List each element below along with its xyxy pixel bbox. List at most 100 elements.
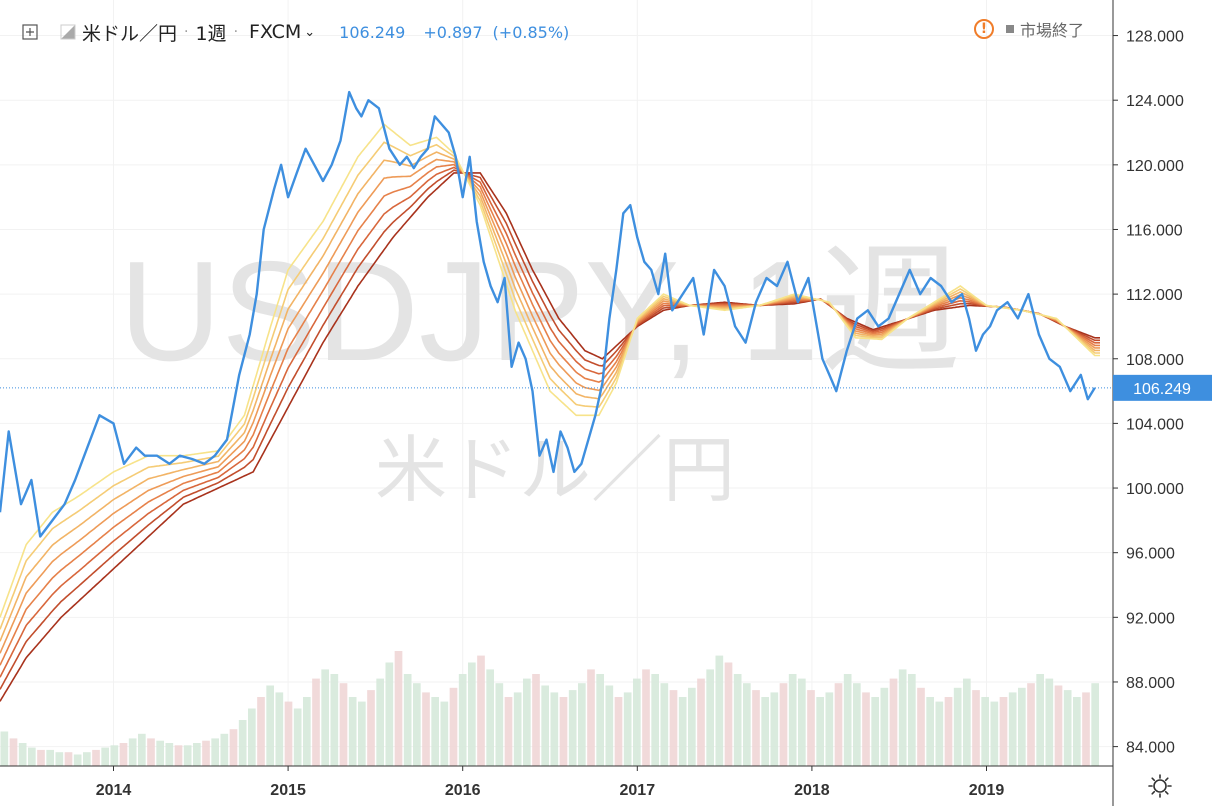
volume-bar — [238, 720, 247, 766]
volume-bar — [834, 683, 843, 766]
chevron-down-icon[interactable]: ⌄ — [304, 24, 316, 40]
volume-bar — [92, 749, 100, 766]
volume-bar — [1008, 692, 1017, 766]
volume-bars — [0, 651, 1099, 766]
volume-bar — [853, 683, 861, 766]
volume-bar — [312, 678, 320, 766]
volume-bar — [513, 692, 522, 766]
volume-bar — [972, 690, 980, 766]
volume-bar — [843, 674, 852, 766]
volume-bar — [816, 697, 824, 766]
volume-bar — [926, 697, 934, 766]
volume-bar — [183, 745, 192, 766]
volume-bar — [220, 733, 229, 766]
volume-bar — [724, 662, 733, 766]
volume-bar — [376, 678, 384, 766]
volume-bar — [28, 747, 36, 766]
volume-bar — [715, 655, 724, 766]
volume-bar — [1091, 683, 1099, 766]
x-tick-label: 2019 — [969, 782, 1005, 799]
grid-lines — [0, 0, 1113, 766]
volume-bar — [935, 701, 944, 766]
volume-bar — [321, 669, 329, 766]
volume-bar — [394, 651, 403, 766]
volume-bar — [990, 701, 999, 766]
status-square-icon — [1006, 25, 1014, 33]
volume-bar — [367, 690, 375, 766]
volume-bar — [1036, 674, 1044, 766]
volume-bar — [486, 669, 494, 766]
y-tick-label: 124.000 — [1126, 93, 1184, 110]
volume-bar — [1063, 690, 1072, 766]
volume-bar — [605, 685, 614, 766]
volume-bar — [642, 669, 650, 766]
volume-bar — [963, 678, 971, 766]
x-tick-label: 2017 — [620, 782, 656, 799]
price-series-line — [0, 90, 1096, 538]
volume-bar — [18, 743, 27, 766]
svg-text:106.249: 106.249 — [1133, 381, 1191, 398]
ma-ribbon — [0, 123, 1100, 702]
volume-bar — [275, 692, 284, 766]
volume-bar — [541, 685, 549, 766]
volume-bar — [779, 683, 788, 766]
volume-bar — [660, 683, 669, 766]
y-tick-label: 108.000 — [1126, 352, 1184, 369]
volume-bar — [807, 690, 815, 766]
y-tick-label: 88.000 — [1126, 675, 1175, 692]
price-change: +0.897 — [423, 22, 483, 42]
volume-bar — [477, 655, 485, 766]
volume-bar — [587, 669, 595, 766]
volume-bar — [0, 731, 9, 766]
volume-bar — [825, 692, 834, 766]
time-axis[interactable]: 2014 2015 2016 2017 2018 2019 — [96, 766, 1005, 799]
volume-bar — [211, 738, 219, 766]
volume-bar — [229, 729, 238, 766]
volume-bar — [706, 669, 714, 766]
volume-bar — [440, 701, 449, 766]
exchange-selector[interactable]: FXCM — [249, 21, 302, 43]
volume-bar — [128, 738, 137, 766]
volume-bar — [1045, 678, 1054, 766]
interval-label[interactable]: 1週 — [195, 22, 227, 45]
volume-bar — [953, 687, 962, 766]
volume-bar — [147, 738, 155, 766]
volume-bar — [550, 692, 559, 766]
market-status[interactable]: ! 市場終了 — [974, 16, 1084, 42]
settings-gear-icon[interactable] — [1147, 773, 1173, 799]
volume-bar — [9, 738, 18, 766]
warning-icon[interactable]: ! — [974, 19, 994, 39]
volume-bar — [284, 701, 293, 766]
volume-bar — [1018, 687, 1026, 766]
last-price-label: 106.249 — [1113, 374, 1212, 401]
volume-bar — [64, 752, 73, 766]
volume-bar — [202, 740, 210, 766]
volume-bar — [266, 685, 274, 766]
volume-bar — [449, 687, 458, 766]
volume-bar — [293, 708, 302, 766]
y-tick-label: 112.000 — [1126, 287, 1183, 304]
volume-bar — [156, 740, 164, 766]
volume-bar — [330, 674, 339, 766]
volume-bar — [944, 697, 953, 766]
price-axis[interactable]: 84.000 88.000 92.000 96.000 100.000 104.000 10… — [1113, 29, 1184, 757]
volume-bar — [174, 745, 183, 766]
volume-bar — [999, 697, 1008, 766]
volume-bar — [761, 697, 769, 766]
volume-bar — [981, 697, 989, 766]
volume-bar — [504, 697, 513, 766]
volume-bar — [413, 683, 421, 766]
symbol-name[interactable]: 米ドル／円 — [82, 22, 178, 45]
volume-bar — [431, 697, 439, 766]
compare-add-icon[interactable] — [22, 24, 38, 40]
volume-bar — [37, 749, 45, 766]
x-tick-label: 2014 — [96, 782, 132, 799]
volume-bar — [46, 749, 54, 766]
volume-bar — [678, 697, 687, 766]
volume-bar — [468, 662, 476, 766]
collapse-toggle-icon[interactable] — [60, 24, 76, 40]
volume-bar — [1054, 685, 1063, 766]
volume-bar — [55, 752, 64, 766]
volume-bar — [303, 697, 311, 766]
